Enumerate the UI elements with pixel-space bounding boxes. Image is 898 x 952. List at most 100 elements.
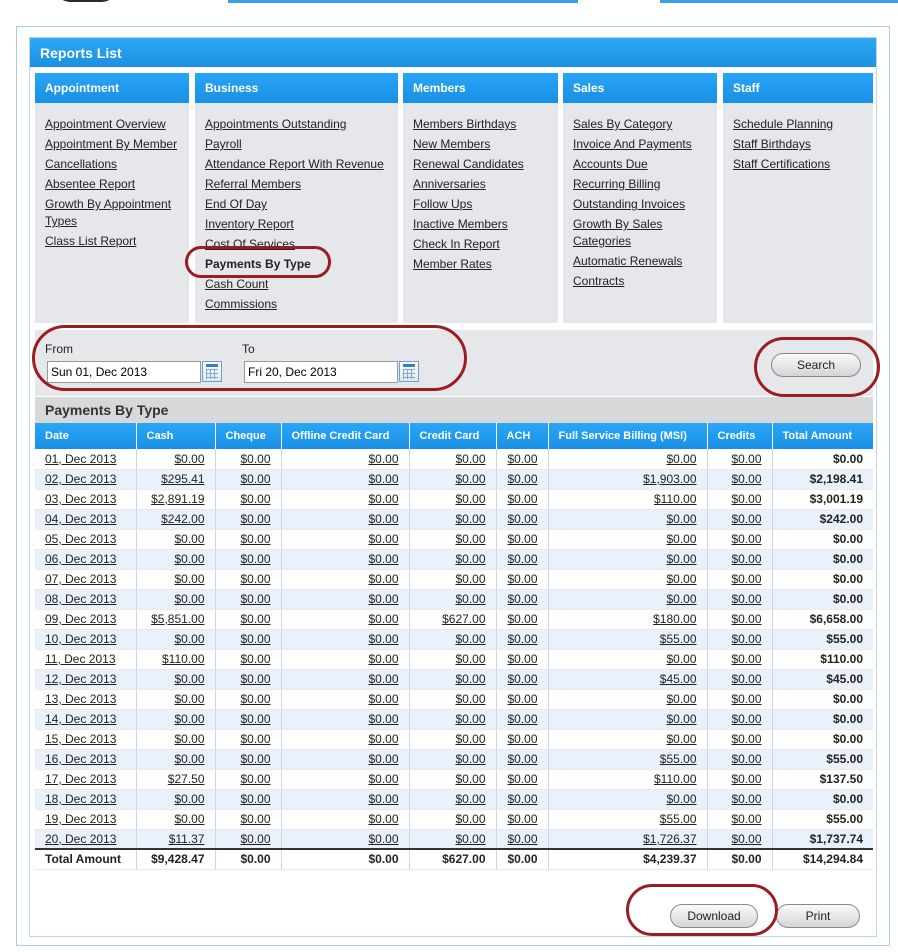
report-link-recurring-billing[interactable]: Recurring Billing <box>573 177 661 191</box>
cell-link-credits[interactable]: $0.00 <box>731 532 762 546</box>
print-button[interactable]: Print <box>776 904 860 928</box>
cell-link-credit-card[interactable]: $0.00 <box>455 572 486 586</box>
cell-link-cash[interactable]: $0.00 <box>174 812 205 826</box>
cell-link-cheque[interactable]: $0.00 <box>240 732 271 746</box>
cell-link-cheque[interactable]: $0.00 <box>240 672 271 686</box>
cell-link-credits[interactable]: $0.00 <box>731 732 762 746</box>
cell-link-cash[interactable]: $0.00 <box>174 692 205 706</box>
cell-link-cheque[interactable]: $0.00 <box>240 652 271 666</box>
cell-link-credits[interactable]: $0.00 <box>731 692 762 706</box>
cell-link-credit-card[interactable]: $0.00 <box>455 552 486 566</box>
cell-link-credit-card[interactable]: $0.00 <box>455 472 486 486</box>
cell-link-cash[interactable]: $0.00 <box>174 792 205 806</box>
cell-link-ach[interactable]: $0.00 <box>507 451 538 466</box>
column-header-credits[interactable]: Credits <box>707 423 773 449</box>
report-link-appointments-outstanding[interactable]: Appointments Outstanding <box>205 117 347 131</box>
cell-link-offline-credit-card[interactable]: $0.00 <box>368 512 399 526</box>
search-button[interactable]: Search <box>771 353 861 377</box>
cell-link-credits[interactable]: $0.00 <box>731 552 762 566</box>
report-link-growth-by-sales-categories[interactable]: Growth By Sales Categories <box>573 217 663 248</box>
cell-link-ach[interactable]: $0.00 <box>507 792 538 806</box>
cell-link-full-service-billing[interactable]: $0.00 <box>666 532 697 546</box>
cell-link-credits[interactable]: $0.00 <box>731 472 762 486</box>
cell-link-cheque[interactable]: $0.00 <box>240 592 271 606</box>
cell-link-offline-credit-card[interactable]: $0.00 <box>368 831 399 846</box>
cell-link-full-service-billing[interactable]: $45.00 <box>659 672 697 686</box>
cell-link-cheque[interactable]: $0.00 <box>240 612 271 626</box>
cell-link-cash[interactable]: $5,851.00 <box>151 612 205 626</box>
cell-link-offline-credit-card[interactable]: $0.00 <box>368 451 399 466</box>
cell-link-cash[interactable]: $295.41 <box>161 472 205 486</box>
cell-link-cheque[interactable]: $0.00 <box>240 572 271 586</box>
cell-link-cash[interactable]: $0.00 <box>174 572 205 586</box>
cell-link-credit-card[interactable]: $0.00 <box>455 632 486 646</box>
cell-link-cheque[interactable]: $0.00 <box>240 512 271 526</box>
cell-link-credits[interactable]: $0.00 <box>731 652 762 666</box>
from-date-field[interactable] <box>47 361 201 383</box>
cell-link-cash[interactable]: $242.00 <box>161 512 205 526</box>
cell-link-credit-card[interactable]: $0.00 <box>455 752 486 766</box>
cell-link-offline-credit-card[interactable]: $0.00 <box>368 532 399 546</box>
report-link-invoice-and-payments[interactable]: Invoice And Payments <box>573 137 692 151</box>
cell-link-ach[interactable]: $0.00 <box>507 632 538 646</box>
cell-link-ach[interactable]: $0.00 <box>507 612 538 626</box>
download-button[interactable]: Download <box>670 904 758 928</box>
report-link-end-of-day[interactable]: End Of Day <box>205 197 268 211</box>
cell-link-cheque[interactable]: $0.00 <box>240 772 271 786</box>
cell-link-credits[interactable]: $0.00 <box>731 792 762 806</box>
cell-link-cash[interactable]: $0.00 <box>174 712 205 726</box>
report-link-schedule-planning[interactable]: Schedule Planning <box>733 117 834 131</box>
cell-link-cash[interactable]: $0.00 <box>174 552 205 566</box>
column-header-ach[interactable]: ACH <box>496 423 549 449</box>
cell-link-full-service-billing[interactable]: $0.00 <box>666 712 697 726</box>
report-link-staff-birthdays[interactable]: Staff Birthdays <box>733 137 811 151</box>
report-link-cost-of-services[interactable]: Cost Of Services <box>205 237 296 251</box>
cell-link-credits[interactable]: $0.00 <box>731 592 762 606</box>
cell-link-cheque[interactable]: $0.00 <box>240 492 271 506</box>
report-link-accounts-due[interactable]: Accounts Due <box>573 157 648 171</box>
cell-link-credit-card[interactable]: $0.00 <box>455 652 486 666</box>
cell-link-ach[interactable]: $0.00 <box>507 812 538 826</box>
cell-link-full-service-billing[interactable]: $0.00 <box>666 792 697 806</box>
cell-link-cash[interactable]: $0.00 <box>174 732 205 746</box>
cell-link-full-service-billing[interactable]: $0.00 <box>666 451 697 466</box>
cell-link-credits[interactable]: $0.00 <box>731 451 762 466</box>
cell-link-cheque[interactable]: $0.00 <box>240 451 271 466</box>
cell-link-ach[interactable]: $0.00 <box>507 752 538 766</box>
cell-link-full-service-billing[interactable]: $180.00 <box>653 612 697 626</box>
cell-link-offline-credit-card[interactable]: $0.00 <box>368 772 399 786</box>
cell-link-offline-credit-card[interactable]: $0.00 <box>368 552 399 566</box>
cell-link-offline-credit-card[interactable]: $0.00 <box>368 592 399 606</box>
report-link-follow-ups[interactable]: Follow Ups <box>413 197 473 211</box>
cell-link-date[interactable]: 13, Dec 2013 <box>45 692 117 706</box>
cell-link-cheque[interactable]: $0.00 <box>240 692 271 706</box>
cell-link-cash[interactable]: $0.00 <box>174 451 205 466</box>
cell-link-full-service-billing[interactable]: $0.00 <box>666 692 697 706</box>
cell-link-credits[interactable]: $0.00 <box>731 572 762 586</box>
cell-link-cheque[interactable]: $0.00 <box>240 812 271 826</box>
report-link-payroll[interactable]: Payroll <box>205 137 242 151</box>
cell-link-date[interactable]: 09, Dec 2013 <box>45 612 117 626</box>
cell-link-credit-card[interactable]: $0.00 <box>455 692 486 706</box>
cell-link-offline-credit-card[interactable]: $0.00 <box>368 572 399 586</box>
report-link-automatic-renewals[interactable]: Automatic Renewals <box>573 254 683 268</box>
cell-link-date[interactable]: 19, Dec 2013 <box>45 812 117 826</box>
cell-link-date[interactable]: 02, Dec 2013 <box>45 472 117 486</box>
cell-link-date[interactable]: 07, Dec 2013 <box>45 572 117 586</box>
cell-link-ach[interactable]: $0.00 <box>507 672 538 686</box>
cell-link-cheque[interactable]: $0.00 <box>240 632 271 646</box>
cell-link-cash[interactable]: $2,891.19 <box>151 492 205 506</box>
cell-link-date[interactable]: 05, Dec 2013 <box>45 532 117 546</box>
cell-link-offline-credit-card[interactable]: $0.00 <box>368 672 399 686</box>
report-link-contracts[interactable]: Contracts <box>573 274 625 288</box>
cell-link-credits[interactable]: $0.00 <box>731 812 762 826</box>
cell-link-credit-card[interactable]: $0.00 <box>455 772 486 786</box>
cell-link-offline-credit-card[interactable]: $0.00 <box>368 692 399 706</box>
report-link-renewal-candidates[interactable]: Renewal Candidates <box>413 157 524 171</box>
cell-link-full-service-billing[interactable]: $0.00 <box>666 512 697 526</box>
cell-link-ach[interactable]: $0.00 <box>507 592 538 606</box>
report-link-growth-by-appointment-types[interactable]: Growth By Appointment Types <box>45 197 172 228</box>
cell-link-cash[interactable]: $0.00 <box>174 752 205 766</box>
cell-link-offline-credit-card[interactable]: $0.00 <box>368 652 399 666</box>
cell-link-cash[interactable]: $0.00 <box>174 672 205 686</box>
